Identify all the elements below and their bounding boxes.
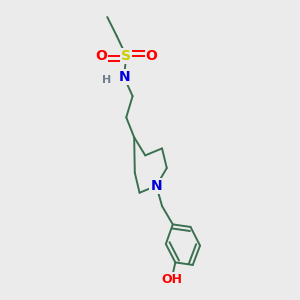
Text: S: S — [121, 49, 131, 63]
Text: N: N — [119, 70, 131, 84]
Text: O: O — [95, 49, 107, 63]
Text: O: O — [146, 49, 158, 63]
Text: OH: OH — [161, 273, 182, 286]
Text: H: H — [102, 75, 111, 85]
Text: N: N — [151, 179, 162, 193]
